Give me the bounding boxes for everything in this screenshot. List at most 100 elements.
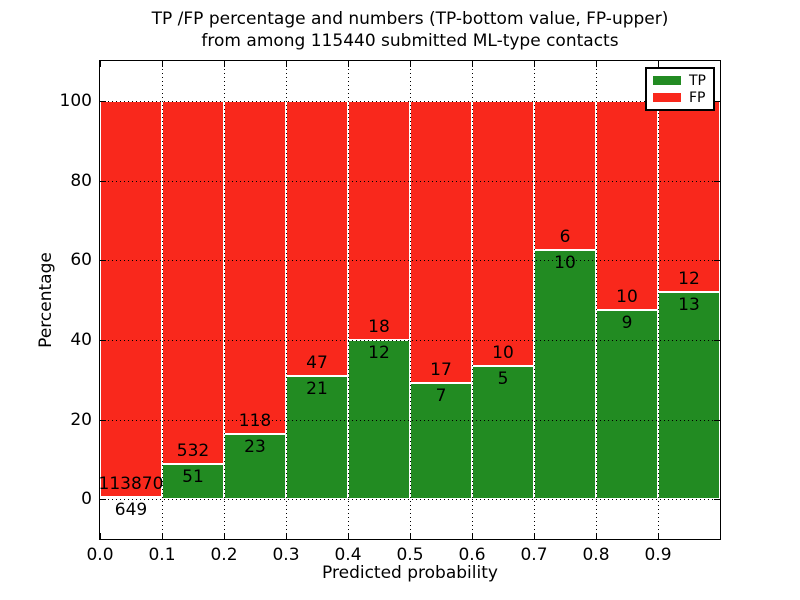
- y-tick-label: 20: [70, 409, 92, 430]
- tp-legend-label: TP: [689, 72, 706, 89]
- x-gridline: [410, 61, 411, 539]
- fp-count-label: 532: [176, 441, 210, 462]
- x-tickmark: [472, 61, 473, 67]
- tp-count-label: 51: [182, 467, 204, 488]
- x-axis-label: Predicted probability: [322, 563, 498, 583]
- chart-title-line2: from among 115440 submitted ML-type cont…: [201, 31, 619, 51]
- tp-bar-segment: [286, 376, 348, 500]
- tp-count-label: 23: [244, 437, 266, 458]
- x-tickmark: [224, 61, 225, 67]
- tp-count-label: 21: [306, 379, 328, 400]
- x-tickmark: [410, 61, 411, 67]
- y-tick-label: 0: [81, 489, 92, 510]
- tp-bar-segment: [472, 366, 534, 500]
- x-tickmark: [658, 533, 659, 539]
- y-tickmark: [100, 499, 106, 501]
- x-gridline: [348, 61, 349, 539]
- legend-row-fp: FP: [653, 89, 707, 106]
- x-tick-label: 0.8: [582, 545, 610, 565]
- x-gridline: [224, 61, 225, 539]
- y-tick-label: 60: [70, 250, 92, 271]
- fp-count-label: 118: [238, 411, 272, 432]
- chart-title: TP /FP percentage and numbers (TP-bottom…: [152, 8, 669, 52]
- x-tickmark: [658, 61, 659, 67]
- y-tick-label: 80: [70, 170, 92, 191]
- x-tickmark: [348, 61, 349, 67]
- tp-count-label: 13: [678, 295, 700, 316]
- fp-bar-segment: [224, 100, 286, 435]
- x-tickmark: [286, 61, 287, 67]
- x-gridline: [286, 61, 287, 539]
- x-tick-label: 0.9: [644, 545, 672, 565]
- x-tickmark: [100, 61, 101, 67]
- fp-count-label: 113870: [98, 473, 164, 494]
- fp-count-label: 12: [678, 269, 700, 290]
- x-tickmark: [472, 533, 473, 539]
- y-tickmark: [714, 180, 720, 182]
- tp-count-label: 5: [497, 369, 509, 390]
- tp-count-label: 10: [554, 253, 576, 274]
- tp-bar-segment: [100, 496, 162, 500]
- fp-bar-segment: [658, 100, 720, 293]
- chart-title-line1: TP /FP percentage and numbers (TP-bottom…: [151, 9, 669, 29]
- x-tick-label: 0.3: [272, 545, 300, 565]
- x-tickmark: [286, 533, 287, 539]
- x-tick-label: 0.2: [210, 545, 238, 565]
- y-tickmark: [714, 499, 720, 501]
- y-tick-label: 40: [70, 329, 92, 350]
- legend: TP FP: [645, 67, 715, 111]
- x-tickmark: [534, 61, 535, 67]
- x-tick-label: 0.6: [458, 545, 486, 565]
- fp-count-label: 6: [559, 227, 571, 248]
- fp-bar-segment: [348, 100, 410, 340]
- y-tickmark: [714, 339, 720, 341]
- fp-bar-segment: [100, 100, 162, 497]
- y-tickmark: [714, 100, 720, 102]
- tp-count-label: 649: [114, 499, 148, 520]
- x-tick-label: 0.4: [334, 545, 362, 565]
- fp-bar-segment: [534, 100, 596, 251]
- x-tickmark: [596, 533, 597, 539]
- y-tick-label: 100: [59, 90, 92, 111]
- x-tickmark: [100, 533, 101, 539]
- x-gridline: [472, 61, 473, 539]
- y-tickmark: [100, 419, 106, 421]
- y-tickmark: [100, 339, 106, 341]
- x-tickmark: [162, 533, 163, 539]
- y-tickmark: [714, 260, 720, 262]
- x-tickmark: [348, 533, 349, 539]
- tp-bar-segment: [162, 464, 224, 500]
- x-tickmark: [534, 533, 535, 539]
- fp-count-label: 18: [368, 316, 390, 337]
- fp-bar-segment: [162, 100, 224, 465]
- x-tickmark: [162, 61, 163, 67]
- tp-bar-segment: [348, 339, 410, 500]
- tp-count-label: 12: [368, 342, 390, 363]
- x-tickmark: [596, 61, 597, 67]
- y-tickmark: [100, 100, 106, 102]
- fp-legend-swatch: [653, 93, 681, 102]
- tp-count-label: 9: [621, 313, 633, 334]
- x-tick-label: 0.0: [86, 545, 114, 565]
- fp-bar-segment: [596, 100, 658, 311]
- fp-bar-segment: [410, 100, 472, 383]
- x-tick-label: 0.5: [396, 545, 424, 565]
- x-tick-label: 0.1: [148, 545, 176, 565]
- fp-legend-label: FP: [689, 89, 706, 106]
- x-gridline: [534, 61, 535, 539]
- tp-bar-segment: [596, 310, 658, 500]
- tp-bar-segment: [410, 382, 472, 500]
- x-tickmark: [224, 533, 225, 539]
- y-tickmark: [714, 419, 720, 421]
- y-tickmark: [100, 180, 106, 182]
- fp-count-label: 10: [616, 287, 638, 308]
- x-gridline: [596, 61, 597, 539]
- x-tick-label: 0.7: [520, 545, 548, 565]
- tp-count-label: 7: [435, 385, 447, 406]
- x-tickmark: [410, 533, 411, 539]
- legend-row-tp: TP: [653, 72, 707, 89]
- x-gridline: [162, 61, 163, 539]
- fp-count-label: 10: [492, 343, 514, 364]
- y-tickmark: [100, 260, 106, 262]
